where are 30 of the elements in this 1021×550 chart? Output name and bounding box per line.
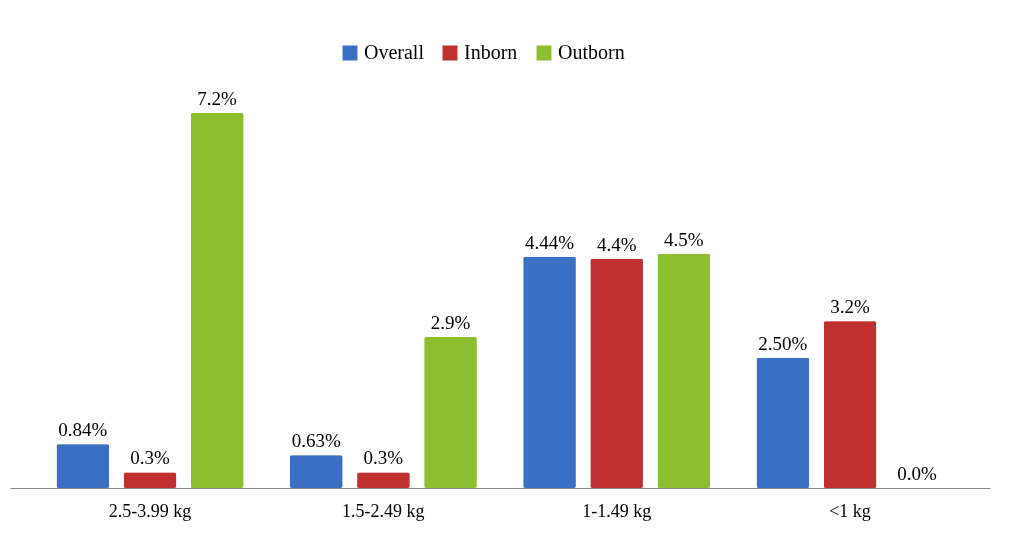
bar <box>56 444 110 488</box>
bar <box>357 472 410 488</box>
data-label: 0.3% <box>363 447 404 469</box>
data-label: 2.9% <box>430 311 471 333</box>
data-label: 0.84% <box>58 419 108 441</box>
bar <box>590 258 643 488</box>
bar <box>657 253 710 488</box>
bar <box>123 472 177 488</box>
data-label: 4.5% <box>664 228 704 250</box>
bar <box>424 336 477 488</box>
data-label: 2.50% <box>758 332 808 354</box>
bar <box>756 357 810 488</box>
x-tick-label: 2.5-3.99 kg <box>108 500 192 521</box>
data-label: 3.2% <box>830 296 870 318</box>
legend-label: Overall <box>364 41 425 63</box>
data-label: 7.2% <box>197 88 238 109</box>
data-label: 0.0% <box>897 463 938 484</box>
legend-label: Inborn <box>464 41 518 63</box>
data-label: 4.44% <box>524 231 575 253</box>
x-tick-label: 1-1.49 kg <box>582 500 652 521</box>
legend-label: Outborn <box>558 41 625 63</box>
data-label: 4.4% <box>596 233 637 255</box>
bar <box>190 113 244 488</box>
x-tick-label: <1 kg <box>829 500 871 521</box>
x-tick-label: 1.5-2.49 kg <box>342 500 425 521</box>
data-label: 0.63% <box>291 430 341 452</box>
bar <box>523 256 576 488</box>
bar <box>290 455 343 488</box>
data-label: 0.3% <box>130 447 170 469</box>
bar <box>823 321 877 488</box>
